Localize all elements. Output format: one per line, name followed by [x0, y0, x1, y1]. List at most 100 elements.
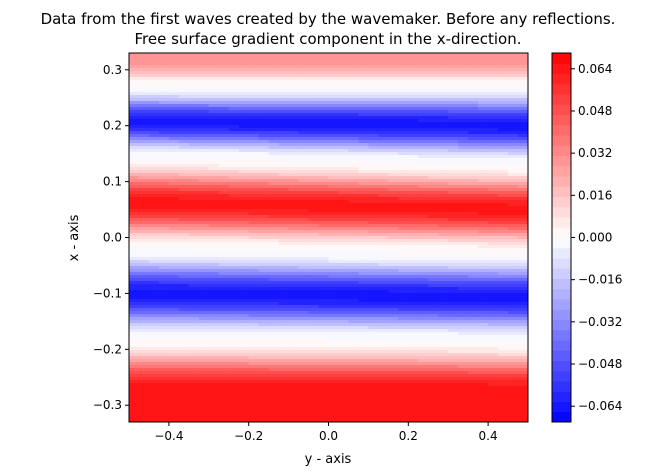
contour-cell	[308, 53, 320, 57]
contour-cell	[408, 221, 419, 225]
contour-cell	[298, 350, 310, 354]
contour-cell	[418, 398, 429, 402]
contour-cell	[378, 344, 389, 348]
contour-cell	[208, 194, 220, 198]
contour-cell	[488, 131, 499, 135]
contour-cell	[148, 245, 160, 249]
contour-cell	[448, 122, 459, 126]
contour-cell	[428, 119, 439, 123]
contour-cell	[518, 290, 528, 294]
contour-cell	[418, 218, 429, 222]
contour-cell	[258, 137, 270, 141]
contour-cell	[138, 344, 150, 348]
contour-cell	[368, 101, 379, 105]
contour-cell	[328, 164, 340, 168]
contour-cell	[138, 302, 150, 306]
contour-cell	[458, 317, 469, 321]
contour-cell	[318, 305, 330, 309]
contour-cell	[368, 368, 379, 372]
contour-cell	[448, 236, 459, 240]
contour-cell	[308, 179, 320, 183]
contour-cell	[428, 170, 439, 174]
contour-cell	[368, 362, 379, 366]
contour-cell	[158, 62, 170, 66]
contour-cell	[398, 218, 409, 222]
contour-cell	[458, 209, 469, 213]
contour-cell	[168, 71, 180, 75]
contour-cell	[308, 86, 320, 90]
contour-cell	[498, 140, 509, 144]
contour-cell	[278, 116, 290, 120]
contour-cell	[298, 191, 310, 195]
contour-cell	[358, 275, 369, 279]
contour-cell	[258, 272, 270, 276]
contour-cell	[438, 224, 449, 228]
contour-cell	[258, 251, 270, 255]
contour-cell	[248, 344, 260, 348]
contour-cell	[388, 266, 399, 270]
contour-cell	[488, 350, 499, 354]
contour-cell	[408, 56, 419, 60]
contour-cell	[198, 335, 210, 339]
x-tick-label: −0.2	[234, 429, 263, 443]
contour-cell	[358, 248, 369, 252]
contour-cell	[138, 59, 150, 63]
contour-cell	[498, 119, 509, 123]
contour-cell	[378, 287, 389, 291]
contour-cell	[278, 233, 290, 237]
contour-cell	[158, 389, 170, 393]
contour-cell	[328, 131, 340, 135]
contour-cell	[268, 119, 280, 123]
contour-cell	[448, 74, 459, 78]
contour-cell	[398, 353, 409, 357]
contour-cell	[508, 176, 519, 180]
contour-cell	[198, 86, 210, 90]
contour-cell	[468, 263, 479, 267]
contour-cell	[278, 395, 290, 399]
contour-cell	[338, 248, 350, 252]
contour-cell	[408, 257, 419, 261]
contour-cell	[178, 344, 190, 348]
contour-cell	[368, 128, 379, 132]
contour-cell	[218, 200, 230, 204]
contour-cell	[448, 368, 459, 372]
contour-cell	[318, 125, 330, 129]
contour-cell	[408, 152, 419, 156]
contour-cell	[138, 287, 150, 291]
contour-cell	[218, 386, 230, 390]
contour-cell	[318, 392, 330, 396]
contour-cell	[508, 143, 519, 147]
contour-cell	[398, 83, 409, 87]
contour-cell	[158, 359, 170, 363]
contour-cell	[238, 266, 250, 270]
contour-cell	[388, 215, 399, 219]
contour-cell	[498, 215, 509, 219]
contour-cell	[308, 212, 320, 216]
contour-cell	[408, 137, 419, 141]
contour-cell	[198, 146, 210, 150]
contour-cell	[278, 125, 290, 129]
contour-cell	[198, 221, 210, 225]
contour-cell	[468, 101, 479, 105]
contour-cell	[458, 302, 469, 306]
contour-cell	[198, 374, 210, 378]
contour-cell	[358, 89, 369, 93]
contour-cell	[398, 296, 409, 300]
contour-cell	[298, 146, 310, 150]
contour-cell	[338, 347, 350, 351]
contour-cell	[358, 113, 369, 117]
contour-cell	[129, 257, 140, 261]
contour-cell	[518, 254, 528, 258]
contour-cell	[268, 407, 280, 411]
contour-cell	[288, 338, 300, 342]
contour-cell	[388, 407, 399, 411]
contour-cell	[448, 254, 459, 258]
contour-cell	[418, 233, 429, 237]
colorbar-tick-label: −0.064	[578, 399, 622, 413]
contour-cell	[198, 68, 210, 72]
contour-cell	[308, 113, 320, 117]
contour-cell	[388, 194, 399, 198]
contour-cell	[238, 305, 250, 309]
contour-cell	[278, 263, 290, 267]
contour-cell	[268, 386, 280, 390]
